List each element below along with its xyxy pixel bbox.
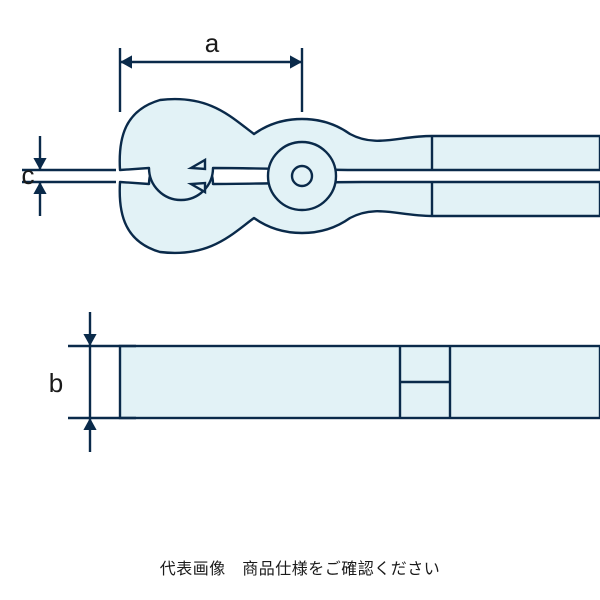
dim-a-label: a xyxy=(205,28,220,58)
dim-b-label: b xyxy=(49,368,63,398)
upper-view xyxy=(120,99,600,253)
dim-c-label: c xyxy=(22,160,35,190)
lower-view xyxy=(120,346,600,418)
caption-text: 代表画像 商品仕様をご確認ください xyxy=(0,555,600,579)
technical-drawing: a c b xyxy=(0,0,600,600)
pivot-outer xyxy=(268,142,336,210)
side-body xyxy=(120,346,600,418)
